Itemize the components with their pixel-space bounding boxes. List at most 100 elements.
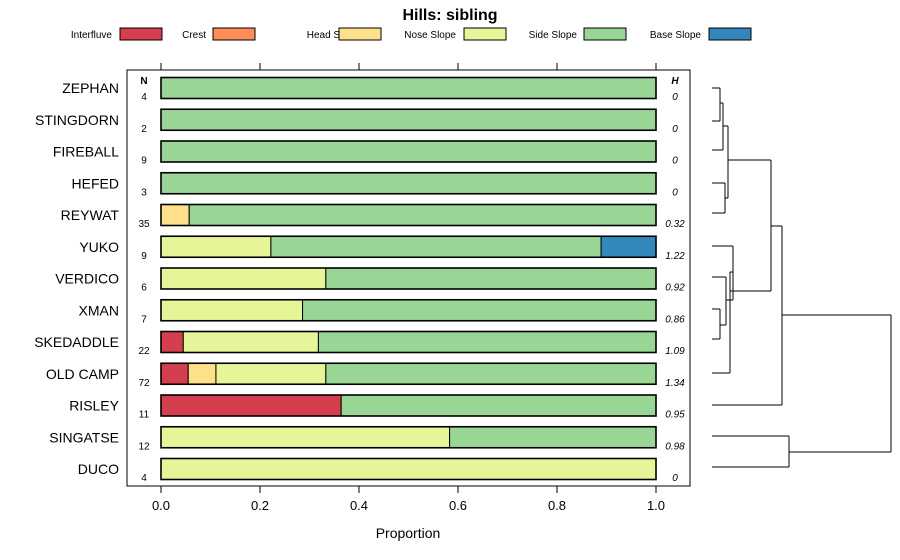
row-label: FIREBALL (53, 144, 119, 160)
h-value: 0 (672, 473, 678, 484)
n-value: 35 (138, 219, 150, 230)
bar-segment (160, 108, 657, 131)
row-label: VERDICO (55, 271, 119, 287)
legend-swatch (119, 27, 163, 41)
legend-label: Crest (182, 30, 206, 41)
row-label: DUCO (78, 461, 119, 477)
legend: Interfluve Crest Head Slope Nose Slope Side … (71, 27, 752, 41)
bar-segment (187, 362, 217, 385)
n-value: 22 (138, 346, 150, 357)
row-label: SINGATSE (49, 429, 119, 445)
bar-segment (160, 394, 342, 417)
n-value: 12 (138, 441, 150, 452)
bar-outline (160, 267, 657, 290)
n-value: 2 (141, 124, 147, 135)
n-value: 72 (138, 378, 150, 389)
legend-swatch (212, 27, 256, 41)
h-value: 0.95 (665, 410, 685, 421)
bar-segment (449, 426, 657, 449)
x-tick-label: 0.8 (548, 498, 566, 513)
h-value: 1.09 (665, 346, 685, 357)
bar-segment (160, 140, 657, 163)
h-column-header: H (671, 76, 679, 87)
h-value: 0.86 (665, 314, 685, 325)
x-tick-label: 1.0 (647, 498, 665, 513)
legend-label: Nose Slope (404, 30, 456, 41)
bar-segment (340, 394, 657, 417)
bar-segment (160, 77, 657, 99)
row-label: REYWAT (61, 207, 120, 223)
bar-outline (160, 394, 657, 417)
bar-segment (160, 172, 657, 195)
bar-segment (182, 331, 319, 353)
h-value: 0 (672, 92, 678, 103)
row-label: YUKO (79, 239, 119, 255)
row-label: ZEPHAN (62, 80, 119, 96)
chart-title: Hills: sibling (402, 7, 497, 24)
h-value: 0 (672, 187, 678, 198)
legend-swatch (708, 27, 752, 41)
legend-swatch (338, 27, 382, 41)
plot-frame (126, 69, 691, 487)
n-value: 9 (141, 156, 147, 167)
n-value: 7 (141, 314, 147, 325)
row-label: OLD CAMP (46, 366, 119, 382)
x-axis: 0.0 0.2 0.4 0.6 0.8 1.0 (152, 63, 665, 513)
n-value: 4 (141, 473, 147, 484)
bar-segment (160, 204, 190, 226)
n-column-header: N (140, 76, 147, 87)
legend-label: Side Slope (529, 30, 578, 41)
bar-segment (325, 362, 657, 385)
bar-outline (160, 362, 657, 386)
x-tick-label: 0.0 (152, 498, 170, 513)
bar-segment (160, 299, 304, 322)
bar-segment (215, 362, 327, 385)
bar-outline (160, 140, 657, 163)
x-tick-label: 0.2 (251, 498, 269, 513)
h-value: 0 (672, 156, 678, 167)
legend-label: Interfluve (71, 30, 113, 41)
bar-outline (160, 235, 657, 259)
bar-outline (160, 298, 657, 322)
bar-segment (188, 204, 657, 226)
h-value: 0 (672, 124, 678, 135)
row-label: XMAN (79, 302, 119, 318)
bar-segment (270, 235, 602, 258)
bar-outline (160, 108, 657, 132)
bar-outline (160, 203, 657, 227)
bar-segment (160, 235, 272, 258)
bar-segment (160, 267, 327, 290)
bar-segment (302, 299, 657, 322)
row-label: RISLEY (69, 398, 119, 414)
h-value: 1.34 (665, 378, 685, 389)
row-label: STINGDORN (35, 112, 119, 128)
bar-segment (160, 458, 657, 480)
bar-segment (317, 331, 657, 353)
bar-outline (160, 457, 657, 481)
n-value: 6 (141, 283, 147, 294)
n-value: 3 (141, 187, 147, 198)
legend-swatch (463, 27, 507, 41)
x-axis-label: Proportion (376, 525, 441, 541)
bar-outline (160, 76, 657, 100)
row-label: SKEDADDLE (34, 334, 119, 350)
row-labels: ZEPHAN 4 0 STINGDORN 2 0 FIREBALL 9 0 HEFED 3 0 REYW… (34, 80, 685, 484)
legend-label: Head Slope (307, 30, 360, 41)
bar-outline (160, 425, 657, 449)
bars (160, 76, 657, 481)
n-value: 11 (139, 410, 150, 421)
legend-label: Base Slope (650, 30, 702, 41)
legend-swatch (583, 27, 627, 41)
x-tick-label: 0.4 (350, 498, 368, 513)
bar-outline (160, 171, 657, 195)
h-value: 0.32 (665, 219, 685, 230)
row-label: HEFED (72, 175, 119, 191)
bar-segment (160, 426, 451, 449)
h-value: 0.92 (665, 283, 685, 294)
x-tick-label: 0.6 (449, 498, 467, 513)
bar-segment (160, 331, 184, 353)
bar-segment (160, 362, 189, 385)
bar-segment (325, 267, 657, 290)
